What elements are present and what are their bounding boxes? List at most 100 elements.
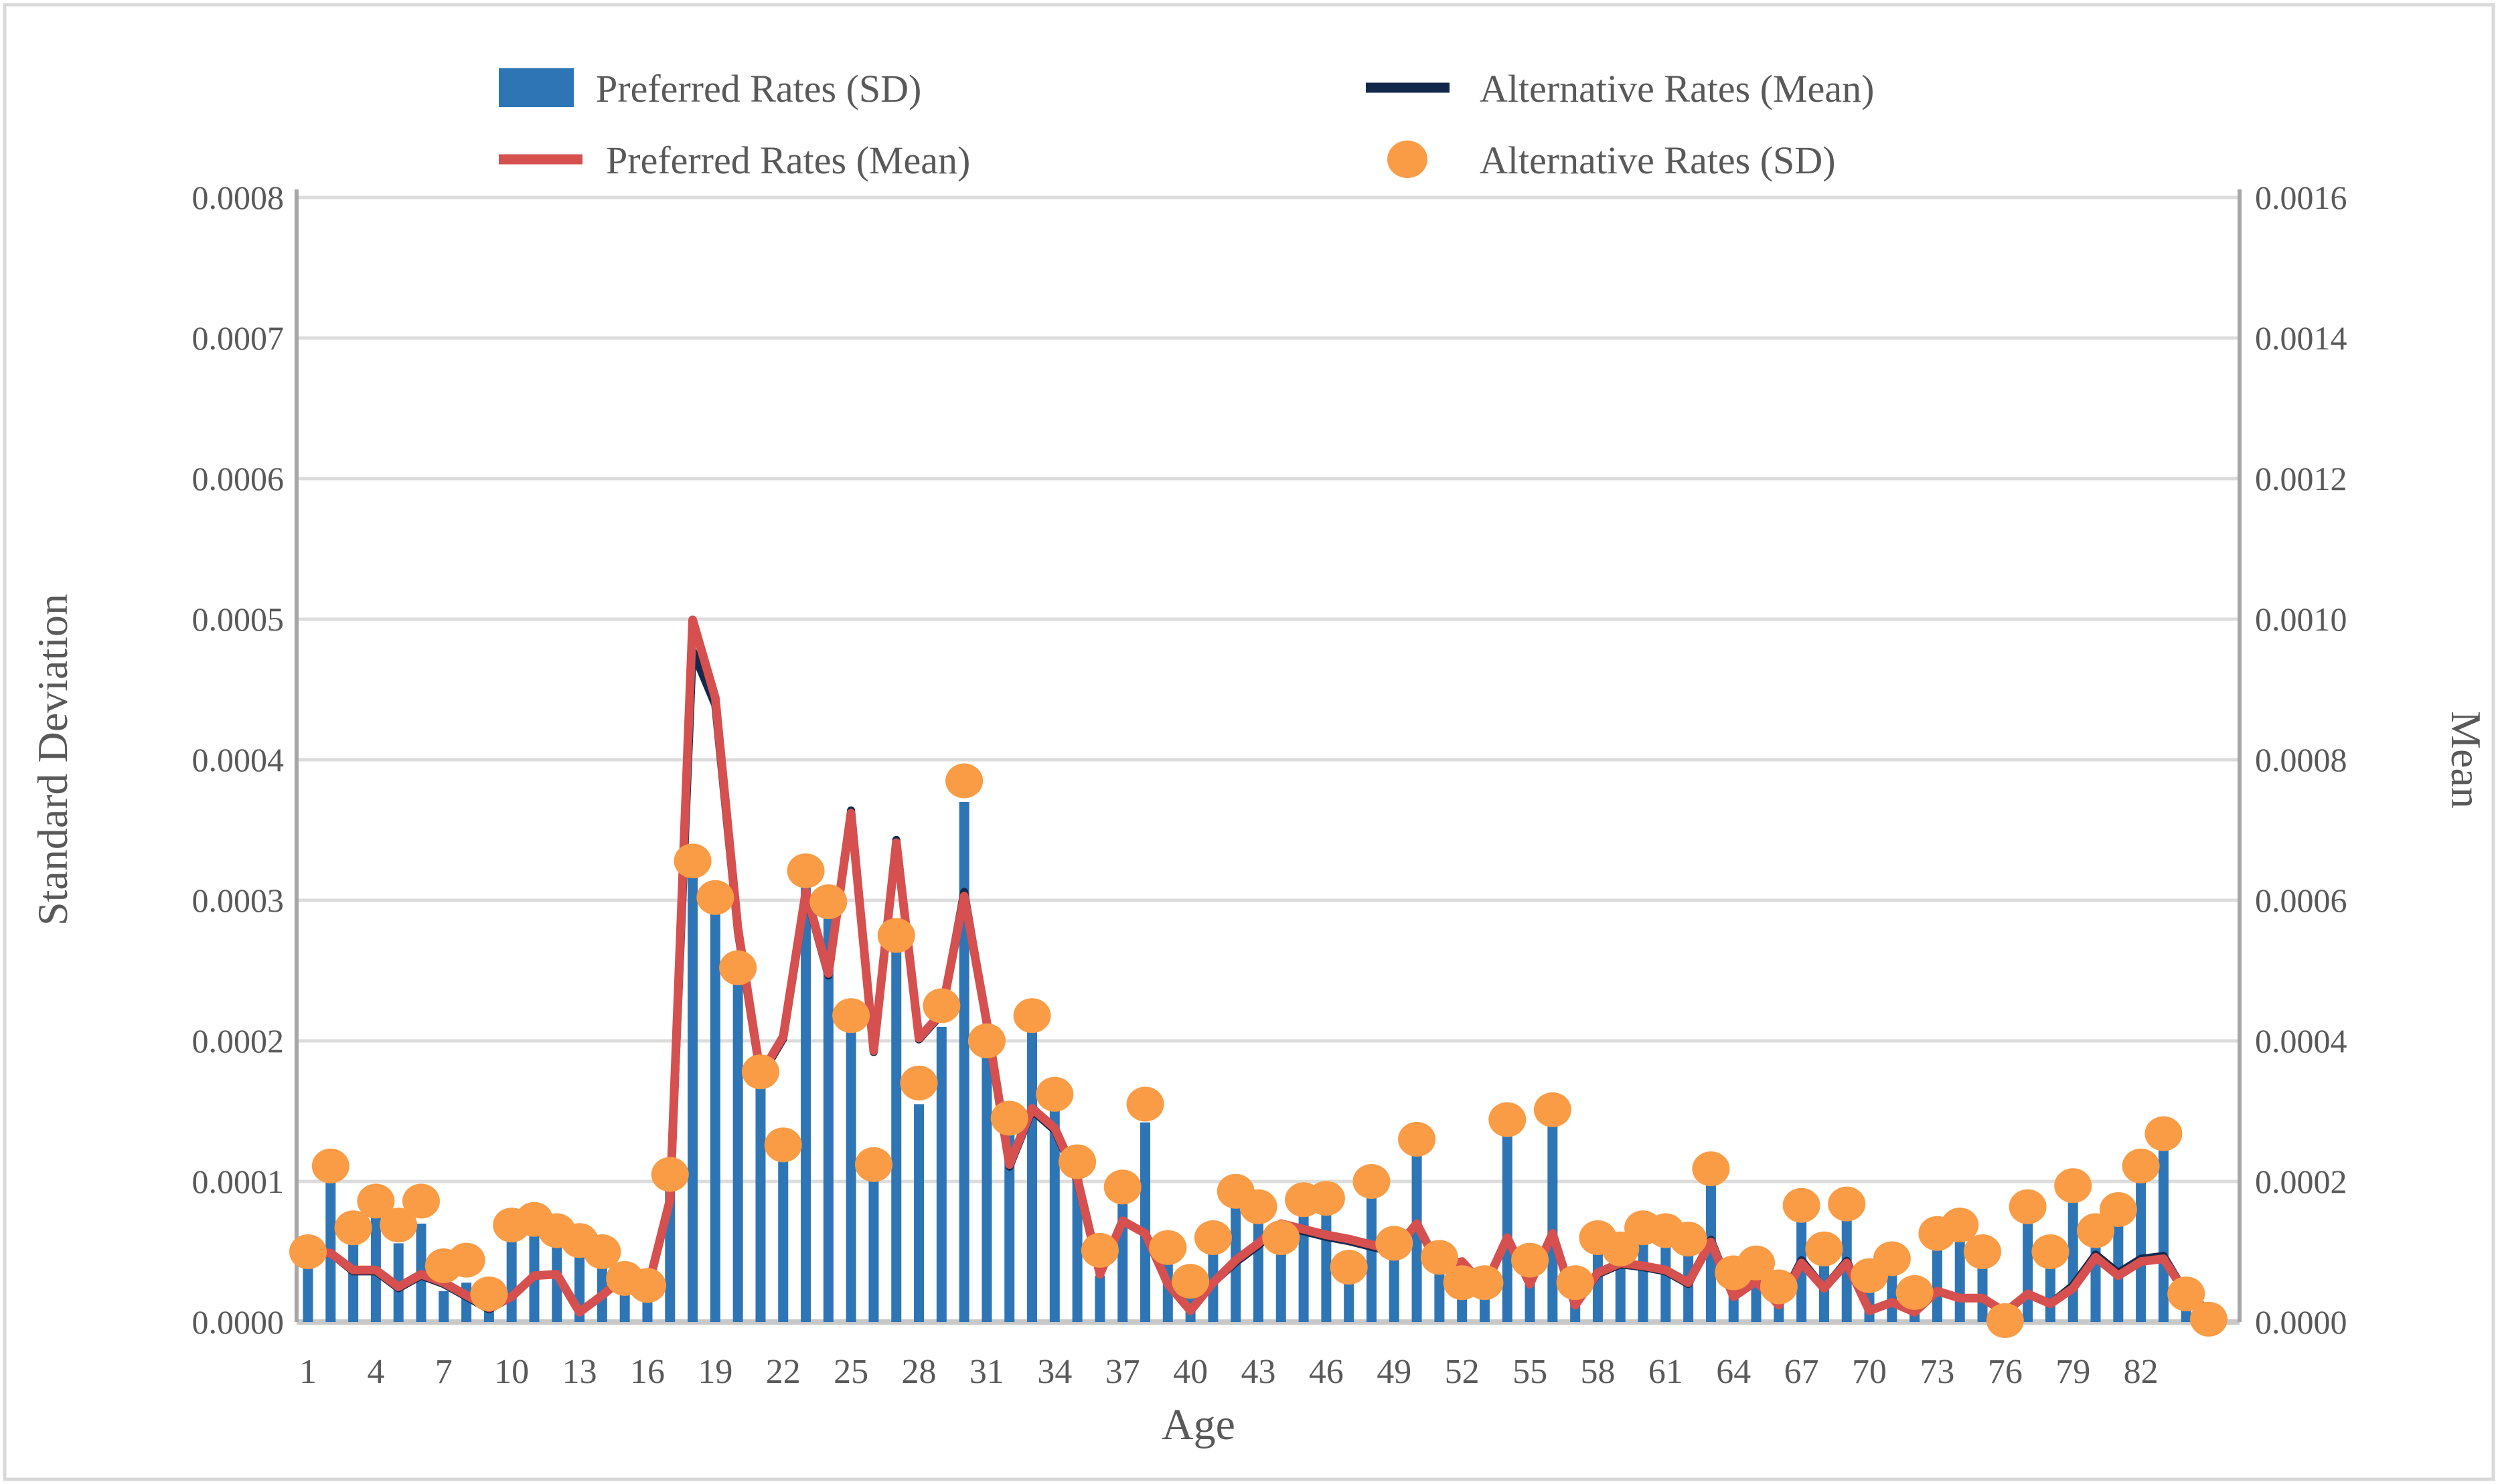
- dot-age-8: [447, 1242, 485, 1278]
- dot-age-33: [1013, 998, 1051, 1034]
- right-tick-label: 0.0010: [2255, 600, 2347, 638]
- dot-age-25: [832, 998, 870, 1034]
- dot-age-55: [1511, 1242, 1549, 1278]
- dot-age-5: [380, 1208, 418, 1243]
- bar-age-78: [2045, 1266, 2055, 1322]
- bar-age-54: [1502, 1135, 1512, 1322]
- left-axis-title: Standard Deviation: [29, 594, 76, 926]
- right-tick-label: 0.0000: [2255, 1303, 2347, 1341]
- dot-age-14: [583, 1234, 621, 1269]
- dot-age-75: [1964, 1234, 2002, 1269]
- x-tick-label: 34: [1037, 1353, 1072, 1391]
- bars-preferred-sd: [303, 802, 2214, 1322]
- dot-age-29: [923, 988, 961, 1023]
- dot-age-83: [2144, 1116, 2183, 1151]
- x-tick-label: 1: [299, 1353, 317, 1391]
- legend-dot-swatch: [1387, 141, 1427, 178]
- dot-age-24: [809, 884, 848, 920]
- x-tick-label: 16: [630, 1353, 665, 1391]
- bar-age-34: [1049, 1111, 1060, 1322]
- dot-age-62: [1669, 1222, 1707, 1257]
- left-axis-labels: 0.0000 0.0001 0.0002 0.0003 0.0004 0.0005 0.00…: [192, 179, 285, 1341]
- bar-age-19: [710, 911, 720, 1322]
- dot-age-26: [854, 1147, 892, 1182]
- bar-age-18: [688, 874, 698, 1322]
- dot-age-34: [1036, 1076, 1074, 1112]
- bar-age-83: [2158, 1150, 2169, 1322]
- x-tick-label: 10: [494, 1353, 529, 1391]
- legend-bar-swatch: [499, 68, 574, 107]
- bar-age-73: [1932, 1246, 1942, 1322]
- dot-age-31: [967, 1023, 1006, 1058]
- dot-age-48: [1352, 1164, 1391, 1199]
- x-tick-label: 61: [1648, 1353, 1683, 1391]
- x-axis-labels: 1 4 7 10 13 16 19 22 25 28 31 34 37 40 43 46 49 52 55 58 61 6…: [299, 1353, 2159, 1391]
- bar-age-60: [1638, 1239, 1648, 1322]
- right-tick-label: 0.0004: [2255, 1022, 2347, 1060]
- bar-age-10: [506, 1238, 517, 1322]
- x-axis-title: Age: [1162, 1400, 1235, 1449]
- bar-age-58: [1592, 1250, 1603, 1322]
- dot-age-80: [2077, 1213, 2115, 1248]
- x-tick-label: 52: [1445, 1353, 1480, 1391]
- bar-age-7: [439, 1291, 449, 1322]
- dot-age-71: [1873, 1241, 1911, 1276]
- dot-age-35: [1059, 1144, 1097, 1179]
- dot-age-37: [1103, 1169, 1142, 1205]
- bar-age-30: [959, 802, 969, 1322]
- dot-age-54: [1488, 1102, 1527, 1137]
- dot-age-51: [1420, 1240, 1458, 1275]
- bar-age-32: [1004, 1133, 1015, 1322]
- dot-age-57: [1556, 1265, 1594, 1301]
- bar-age-27: [891, 951, 902, 1322]
- bar-age-3: [348, 1242, 359, 1322]
- x-tick-label: 67: [1784, 1353, 1819, 1391]
- x-tick-label: 13: [562, 1353, 597, 1391]
- dot-age-47: [1330, 1250, 1368, 1285]
- bar-age-79: [2067, 1201, 2078, 1322]
- right-tick-label: 0.0012: [2255, 460, 2347, 497]
- dot-age-84: [2167, 1276, 2205, 1311]
- dot-age-44: [1262, 1220, 1300, 1255]
- x-tick-label: 82: [2124, 1353, 2159, 1391]
- dot-age-1: [289, 1234, 327, 1269]
- dot-age-38: [1126, 1086, 1164, 1122]
- bar-age-82: [2136, 1178, 2146, 1322]
- dot-age-59: [1602, 1231, 1640, 1266]
- bar-age-12: [552, 1244, 562, 1322]
- bar-age-51: [1434, 1270, 1445, 1322]
- bar-age-24: [823, 918, 834, 1322]
- dot-age-41: [1194, 1220, 1232, 1255]
- legend: Preferred Rates (SD) Alternative Rates (M…: [499, 67, 1874, 182]
- x-tick-label: 31: [969, 1353, 1004, 1391]
- bar-age-74: [1954, 1238, 1965, 1322]
- bar-age-21: [755, 1084, 766, 1322]
- dot-age-53: [1466, 1265, 1504, 1301]
- x-tick-label: 58: [1580, 1353, 1615, 1391]
- x-tick-label: 49: [1377, 1353, 1411, 1391]
- x-tick-label: 25: [834, 1353, 868, 1391]
- bar-age-31: [982, 1055, 992, 1322]
- bar-age-38: [1140, 1122, 1151, 1322]
- bar-age-56: [1547, 1122, 1558, 1322]
- dot-age-82: [2122, 1148, 2160, 1183]
- right-tick-label: 0.0008: [2255, 741, 2347, 778]
- dot-age-20: [719, 950, 757, 985]
- dot-age-4: [357, 1183, 395, 1219]
- dot-age-68: [1805, 1231, 1843, 1266]
- x-tick-label: 76: [1988, 1353, 2023, 1391]
- dot-age-6: [402, 1183, 440, 1219]
- figure-border: [3, 3, 2495, 1481]
- bar-age-28: [914, 1104, 925, 1322]
- legend-label-alternative-mean: Alternative Rates (Mean): [1480, 67, 1874, 110]
- x-tick-label: 55: [1512, 1353, 1547, 1391]
- dot-age-27: [877, 918, 915, 953]
- dot-age-77: [2009, 1189, 2047, 1224]
- dot-age-69: [1828, 1186, 1866, 1222]
- left-tick-label: 0.0008: [192, 179, 285, 216]
- bar-age-46: [1321, 1211, 1332, 1322]
- dot-age-79: [2054, 1168, 2092, 1204]
- left-tick-label: 0.0000: [192, 1303, 285, 1341]
- dot-age-40: [1172, 1264, 1210, 1299]
